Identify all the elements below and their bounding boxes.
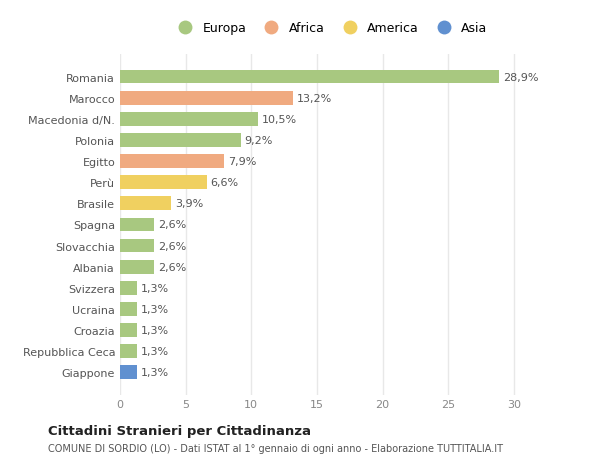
Text: 28,9%: 28,9% xyxy=(503,73,539,82)
Bar xyxy=(120,218,154,232)
Text: 1,3%: 1,3% xyxy=(141,368,169,377)
Text: 2,6%: 2,6% xyxy=(158,262,187,272)
Text: 7,9%: 7,9% xyxy=(227,157,256,167)
Text: 1,3%: 1,3% xyxy=(141,347,169,356)
Text: 9,2%: 9,2% xyxy=(245,135,273,146)
Text: 2,6%: 2,6% xyxy=(158,220,187,230)
Text: Cittadini Stranieri per Cittadinanza: Cittadini Stranieri per Cittadinanza xyxy=(48,424,311,437)
Bar xyxy=(120,345,137,358)
Bar xyxy=(120,366,137,379)
Text: 10,5%: 10,5% xyxy=(262,115,297,124)
Text: 6,6%: 6,6% xyxy=(211,178,239,188)
Text: COMUNE DI SORDIO (LO) - Dati ISTAT al 1° gennaio di ogni anno - Elaborazione TUT: COMUNE DI SORDIO (LO) - Dati ISTAT al 1°… xyxy=(48,443,503,453)
Legend: Europa, Africa, America, Asia: Europa, Africa, America, Asia xyxy=(167,17,493,40)
Text: 3,9%: 3,9% xyxy=(175,199,203,209)
Bar xyxy=(120,155,224,168)
Text: 1,3%: 1,3% xyxy=(141,304,169,314)
Text: 1,3%: 1,3% xyxy=(141,325,169,335)
Text: 1,3%: 1,3% xyxy=(141,283,169,293)
Text: 13,2%: 13,2% xyxy=(297,94,332,103)
Bar xyxy=(120,92,293,105)
Bar xyxy=(120,324,137,337)
Bar xyxy=(120,260,154,274)
Bar xyxy=(120,71,499,84)
Bar xyxy=(120,302,137,316)
Text: 2,6%: 2,6% xyxy=(158,241,187,251)
Bar xyxy=(120,197,171,211)
Bar xyxy=(120,134,241,147)
Bar xyxy=(120,239,154,253)
Bar xyxy=(120,112,258,126)
Bar xyxy=(120,281,137,295)
Bar xyxy=(120,176,206,190)
